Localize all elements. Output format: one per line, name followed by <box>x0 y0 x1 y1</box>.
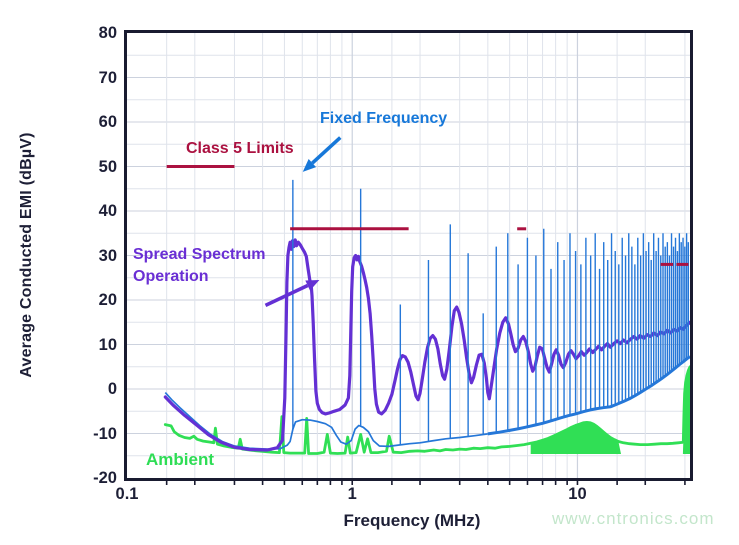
y-tick-label-10: 10 <box>98 335 117 354</box>
traces <box>163 238 690 455</box>
annotation-arrows <box>264 136 342 307</box>
y-tick-label-50: 50 <box>98 157 117 176</box>
x-axis-title: Frequency (MHz) <box>343 511 481 530</box>
y-tick-label-40: 40 <box>98 202 117 220</box>
ambient-label: Ambient <box>146 450 214 469</box>
fixed-frequency-label: Fixed Frequency <box>320 110 448 127</box>
y-tick-label--20: -20 <box>93 469 117 487</box>
fixed-frequency-arrow-head <box>302 159 317 172</box>
plot-border <box>124 30 693 481</box>
x-tick-label-0.1: 0.1 <box>115 485 139 503</box>
y-tick-label-80: 80 <box>98 24 117 42</box>
spread-spectrum-label: Spread Spectrum Operation <box>133 244 265 288</box>
spread-spectrum-trace <box>163 238 690 452</box>
y-tick-label-30: 30 <box>98 246 117 265</box>
spread-spectrum-arrow-head <box>305 279 320 291</box>
spread-spectrum-label-line1: Spread Spectrum <box>133 246 266 263</box>
x-tick-label-10: 10 <box>568 485 587 503</box>
y-tick-label-0: 0 <box>107 380 117 398</box>
x-tick-label-1: 1 <box>347 485 357 503</box>
fixed-frequency-spikes <box>292 179 690 445</box>
ambient-fill <box>530 422 621 454</box>
spread-spectrum-label-line2: Operation <box>133 268 209 285</box>
y-tick-label-60: 60 <box>98 113 117 131</box>
class-5-limit-lines <box>166 165 689 266</box>
y-tick-label--10: -10 <box>93 424 117 443</box>
spread-spectrum-arrow <box>264 283 309 307</box>
y-tick-label-70: 70 <box>98 68 117 87</box>
y-tick-label-20: 20 <box>98 291 117 309</box>
fixed-frequency-arrow <box>311 136 342 165</box>
class-5-limits-label: Class 5 Limits <box>186 140 294 157</box>
watermark-text: www.cntronics.com <box>552 509 715 528</box>
